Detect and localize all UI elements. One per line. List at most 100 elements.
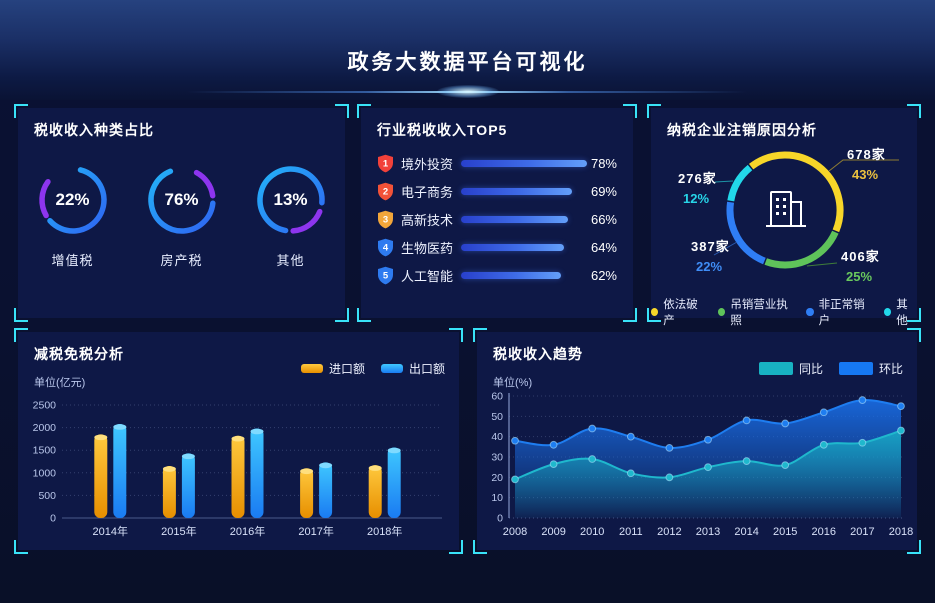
legend-label: 进口额 xyxy=(328,362,365,376)
bar-进口额 xyxy=(162,466,176,518)
page-title: 政务大数据平台可视化 xyxy=(347,51,588,74)
svg-text:10: 10 xyxy=(491,492,503,504)
svg-text:2018: 2018 xyxy=(889,526,913,538)
svg-text:2012: 2012 xyxy=(657,526,681,538)
donut-ring: 22% xyxy=(35,162,111,238)
legend-swatch xyxy=(758,362,793,375)
legend-item[interactable]: 依法破产 xyxy=(651,296,705,328)
svg-text:1000: 1000 xyxy=(33,467,57,479)
legend-label: 非正常销户 xyxy=(818,299,865,327)
industry-label: 高新技术 xyxy=(401,212,454,228)
svg-text:2015年: 2015年 xyxy=(161,524,196,538)
data-point-同比 xyxy=(665,473,674,482)
industry-label: 人工智能 xyxy=(401,268,454,284)
ring-label: 房产税 xyxy=(160,253,203,268)
callout-percent: 12% xyxy=(683,191,710,206)
top5-row: 5 人工智能 62% xyxy=(377,261,617,289)
legend-dot xyxy=(806,308,814,316)
ring-percent-value: 13% xyxy=(273,190,308,209)
ring-percent-value: 22% xyxy=(55,190,90,209)
tax-type-ring: 22% 增值税 xyxy=(18,162,127,269)
svg-text:2017: 2017 xyxy=(850,526,874,538)
data-point-同比 xyxy=(588,455,597,463)
legend-dot xyxy=(883,308,892,316)
tax-reduction-bar-chart: 0 500 1000 1500 2000 2500 2014年 2015年 2016年 2017年… xyxy=(33,400,442,538)
svg-text:2018年: 2018年 xyxy=(367,524,402,538)
percent-value: 69% xyxy=(590,183,617,199)
bar-出口额 xyxy=(387,447,401,518)
data-point-环比 xyxy=(858,396,867,404)
bar-进口额 xyxy=(94,434,108,518)
building-icon xyxy=(766,191,806,227)
legend-item[interactable]: 吊销营业执照 xyxy=(718,296,793,328)
legend-swatch xyxy=(380,364,403,373)
panel-title: 行业税收收入TOP5 xyxy=(377,122,508,138)
legend-item[interactable]: 环比 xyxy=(838,360,903,377)
rank-badge-icon: 1 xyxy=(378,154,393,172)
panel-tax-reduction: 减税免税分析 单位(亿元) 进口额 出口额 0 500 1000 1500 2000 250… xyxy=(14,328,463,554)
corner-bracket xyxy=(335,308,349,322)
ring-chart xyxy=(147,168,216,234)
panel-cancel-reason: 纳税企业注销原因分析 678家 43% 406家 25% 387家 22% 276家 12% … xyxy=(647,104,921,327)
panel-title: 税收收入种类占比 xyxy=(34,122,154,138)
tax-type-ring: 76% 房产税 xyxy=(127,162,236,269)
callout-percent: 43% xyxy=(852,167,879,182)
data-point-环比 xyxy=(588,424,597,433)
svg-text:2: 2 xyxy=(383,186,388,197)
legend-item[interactable]: 其他 xyxy=(883,296,917,328)
callout-count: 678家 xyxy=(847,147,886,162)
bar-track xyxy=(461,215,587,223)
data-point-同比 xyxy=(704,463,712,472)
data-point-环比 xyxy=(511,436,519,445)
legend-label: 出口额 xyxy=(408,362,445,376)
svg-text:3: 3 xyxy=(383,214,388,225)
legend-item[interactable]: 同比 xyxy=(758,360,823,377)
bar-chart-legend: 进口额 出口额 xyxy=(300,360,445,377)
corner-bracket xyxy=(647,104,661,118)
corner-bracket xyxy=(907,104,921,118)
svg-text:0: 0 xyxy=(50,513,56,525)
svg-text:2010: 2010 xyxy=(580,526,604,538)
data-point-环比 xyxy=(819,408,828,417)
percent-value: 66% xyxy=(590,211,617,227)
bar-fill xyxy=(461,243,564,251)
industry-label: 生物医药 xyxy=(401,240,454,256)
top5-row: 4 生物医药 64% xyxy=(377,233,617,261)
donut-callout: 678家 43% xyxy=(847,148,886,181)
donut-ring: 76% xyxy=(144,162,220,238)
callout-percent: 22% xyxy=(696,259,723,274)
svg-text:60: 60 xyxy=(491,391,503,403)
donut-ring-group: 22% 增值税 76% 房产税 13% 其他 xyxy=(18,162,345,269)
industry-label: 电子商务 xyxy=(401,184,454,200)
callout-count: 406家 xyxy=(841,249,880,264)
svg-text:5: 5 xyxy=(383,270,389,281)
data-point-同比 xyxy=(549,460,558,469)
svg-text:2500: 2500 xyxy=(33,400,57,412)
svg-text:2016: 2016 xyxy=(812,526,836,538)
top5-row: 3 高新技术 66% xyxy=(377,205,617,233)
legend-item[interactable]: 非正常销户 xyxy=(806,296,871,328)
callout-percent: 25% xyxy=(846,269,873,284)
bar-进口额 xyxy=(231,435,245,518)
svg-text:2013: 2013 xyxy=(696,526,720,538)
ring-chart xyxy=(256,166,325,234)
donut-callout: 387家 22% xyxy=(691,240,730,273)
panel-industry-top5: 行业税收收入TOP5 1 境外投资 78% 2 电子商务 69% 3 高新技术 66% 4 生物医药… xyxy=(357,104,637,322)
ring-label: 增值税 xyxy=(51,253,94,268)
data-point-环比 xyxy=(626,432,635,441)
donut-ring: 13% xyxy=(253,162,329,238)
callout-count: 276家 xyxy=(678,171,717,186)
legend-item[interactable]: 出口额 xyxy=(380,360,445,377)
data-point-环比 xyxy=(742,416,751,425)
donut-callout: 406家 25% xyxy=(841,250,880,283)
legend-item[interactable]: 进口额 xyxy=(300,360,365,377)
y-axis-unit: 单位(%) xyxy=(493,377,533,389)
bar-fill xyxy=(461,159,587,167)
bar-进口额 xyxy=(300,468,314,518)
corner-bracket xyxy=(14,104,28,118)
data-point-同比 xyxy=(781,461,790,470)
corner-bracket xyxy=(357,104,371,118)
bar-出口额 xyxy=(250,428,264,518)
bar-fill xyxy=(461,215,568,223)
